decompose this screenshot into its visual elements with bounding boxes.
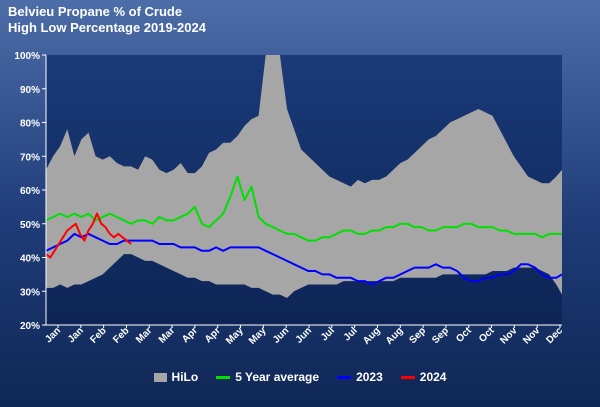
y-tick-label: 90% bbox=[20, 85, 40, 96]
legend-label-5yr: 5 Year average bbox=[235, 370, 320, 384]
x-tick-label: Apr bbox=[180, 325, 200, 345]
legend-item-hilo: HiLo bbox=[153, 370, 199, 384]
x-tick-label: Jul bbox=[319, 325, 337, 343]
y-tick-label: 100% bbox=[14, 51, 40, 62]
x-tick-label: Jul bbox=[342, 325, 360, 343]
x-tick-label: May bbox=[247, 325, 269, 347]
y-tick-label: 50% bbox=[20, 220, 40, 231]
chart-title-block: Belvieu Propane % of Crude High Low Perc… bbox=[8, 4, 206, 36]
x-tick-label: Feb bbox=[88, 325, 108, 345]
y-tick-label: 80% bbox=[20, 119, 40, 130]
legend-swatch-5yr bbox=[216, 375, 231, 379]
x-tick-label: Feb bbox=[111, 325, 131, 345]
legend-item-5yr: 5 Year average bbox=[216, 370, 319, 384]
y-tick-label: 40% bbox=[20, 254, 40, 265]
x-tick-label: Nov bbox=[521, 325, 542, 346]
legend-label-hilo: HiLo bbox=[171, 370, 199, 384]
y-tick-label: 60% bbox=[20, 186, 40, 197]
legend-label-2024: 2024 bbox=[419, 370, 447, 384]
x-tick-label: May bbox=[224, 325, 246, 347]
series-line-2023 bbox=[45, 232, 563, 286]
x-tick-label: Dec bbox=[544, 325, 565, 346]
chart-subtitle: High Low Percentage 2019-2024 bbox=[8, 20, 206, 35]
hilo-band bbox=[46, 55, 562, 298]
x-tick-label: Oct bbox=[477, 325, 497, 345]
x-tick-label: Mar bbox=[134, 325, 154, 345]
legend-label-2023: 2023 bbox=[356, 370, 383, 384]
legend-swatch-2024 bbox=[400, 375, 415, 379]
x-tick-label: Sep bbox=[407, 325, 428, 346]
x-tick-label: Jan bbox=[66, 325, 86, 345]
x-tick-label: Sep bbox=[430, 325, 451, 346]
chart-legend: HiLo 5 Year average 2023 2024 bbox=[0, 370, 600, 384]
legend-swatch-2023 bbox=[337, 375, 352, 379]
y-tick-label: 20% bbox=[20, 321, 40, 332]
x-tick-label: Nov bbox=[498, 325, 519, 346]
chart-title: Belvieu Propane % of Crude bbox=[8, 4, 183, 19]
x-tick-label: Aug bbox=[361, 325, 383, 347]
x-tick-label: Aug bbox=[384, 325, 406, 347]
x-tick-label: Mar bbox=[157, 325, 177, 345]
legend-item-2023: 2023 bbox=[337, 370, 383, 384]
legend-swatch-hilo bbox=[153, 372, 167, 382]
series-line-5-year-average bbox=[45, 175, 562, 242]
x-tick-label: Jan bbox=[43, 325, 63, 345]
y-tick-label: 70% bbox=[20, 152, 40, 163]
x-tick-label: Apr bbox=[203, 325, 223, 345]
x-tick-label: Jun bbox=[271, 325, 291, 345]
x-tick-label: Oct bbox=[454, 325, 474, 345]
series-line-2024 bbox=[45, 212, 132, 259]
x-tick-label: Jun bbox=[294, 325, 314, 345]
legend-item-2024: 2024 bbox=[400, 370, 447, 384]
y-tick-label: 30% bbox=[20, 287, 40, 298]
